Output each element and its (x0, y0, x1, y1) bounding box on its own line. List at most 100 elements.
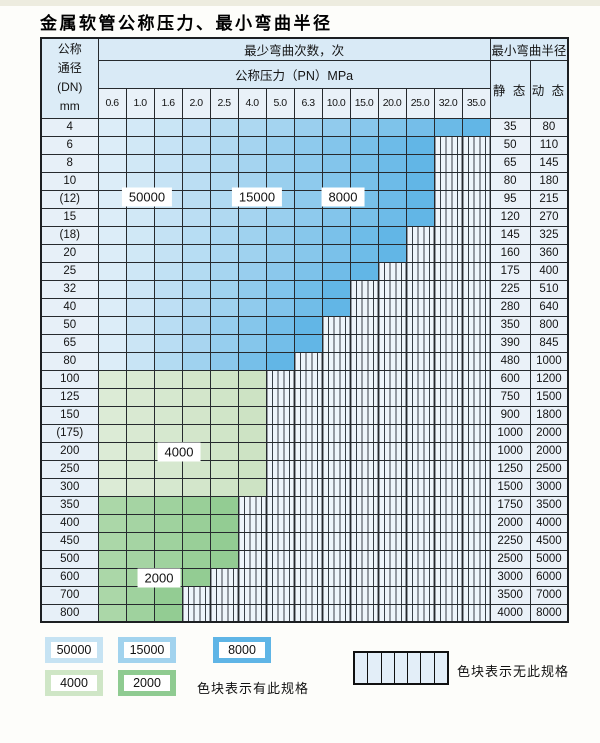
spec-cell (265, 297, 295, 317)
spec-cell (153, 315, 183, 335)
table-row: 20 160 360 (40, 243, 569, 263)
dynamic-radius-cell: 2500 (529, 459, 569, 479)
no-spec-cell (265, 549, 295, 569)
pressure-value: 25.0 (405, 87, 435, 119)
no-spec-cell (377, 549, 407, 569)
no-spec-cell (377, 513, 407, 533)
no-spec-cell (461, 315, 491, 335)
no-spec-cell (433, 369, 463, 389)
no-spec-cell (349, 315, 379, 335)
spec-cell (125, 495, 155, 515)
spec-cell (237, 405, 267, 425)
spec-cell (153, 585, 183, 605)
static-radius-cell: 145 (489, 225, 531, 245)
no-spec-cell (293, 603, 323, 623)
no-spec-cell (349, 495, 379, 515)
spec-cell (97, 297, 127, 317)
dn-cell: 600 (40, 567, 99, 587)
spec-cell (377, 207, 407, 227)
no-spec-cell (321, 405, 351, 425)
spec-cell (209, 243, 239, 263)
spec-cell (181, 351, 211, 371)
spec-cell (125, 297, 155, 317)
spec-cell (125, 405, 155, 425)
spec-cell (97, 315, 127, 335)
spec-cell (125, 549, 155, 569)
dynamic-radius-cell: 3000 (529, 477, 569, 497)
no-spec-cell (209, 585, 239, 605)
spec-cell (237, 261, 267, 281)
spec-cell (293, 189, 323, 209)
spec-cell (209, 531, 239, 551)
spec-cell (349, 117, 379, 137)
spec-cell (237, 369, 267, 389)
spec-cell (405, 171, 435, 191)
table-row: (175) 1000 2000 (40, 423, 569, 443)
table-row: 6 50 110 (40, 135, 569, 155)
spec-cell (97, 153, 127, 173)
no-spec-cell (265, 585, 295, 605)
spec-cell (461, 117, 491, 137)
spec-cell (125, 207, 155, 227)
no-spec-cell (321, 315, 351, 335)
spec-cell (125, 369, 155, 389)
spec-cell (153, 603, 183, 623)
no-spec-cell (433, 225, 463, 245)
pressure-value: 5.0 (265, 87, 295, 119)
spec-cell (293, 279, 323, 299)
spec-cell (181, 315, 211, 335)
dn-header-line: 公称 (57, 42, 82, 57)
no-spec-cell (377, 315, 407, 335)
no-spec-cell (265, 459, 295, 479)
dn-cell: 25 (40, 261, 99, 281)
table-row: (18) 145 325 (40, 225, 569, 245)
spec-cell (377, 243, 407, 263)
no-spec-cell (433, 189, 463, 209)
spec-cell (209, 225, 239, 245)
static-radius-cell: 95 (489, 189, 531, 209)
no-spec-cell (461, 513, 491, 533)
static-radius-cell: 225 (489, 279, 531, 299)
no-spec-cell (265, 387, 295, 407)
no-spec-cell (461, 549, 491, 569)
cycle-count-label: 4000 (157, 442, 201, 462)
dn-cell: 300 (40, 477, 99, 497)
no-spec-cell (293, 459, 323, 479)
legend-swatch: 2000 (118, 670, 176, 696)
spec-cell (293, 171, 323, 191)
spec-cell (97, 423, 127, 443)
no-spec-cell (405, 477, 435, 497)
no-spec-cell (405, 225, 435, 245)
spec-cell (293, 153, 323, 173)
spec-cell (321, 279, 351, 299)
dn-cell: 15 (40, 207, 99, 227)
no-spec-cell (209, 567, 239, 587)
dn-cell: 50 (40, 315, 99, 335)
spec-cell (125, 585, 155, 605)
table-row: 200 1000 2000 (40, 441, 569, 461)
dynamic-radius-cell: 3500 (529, 495, 569, 515)
spec-cell (265, 243, 295, 263)
spec-cell (209, 513, 239, 533)
spec-cell (181, 135, 211, 155)
spec-cell (97, 333, 127, 353)
spec-cell (349, 261, 379, 281)
spec-cell (125, 531, 155, 551)
no-spec-cell (377, 297, 407, 317)
spec-cell (209, 297, 239, 317)
spec-cell (97, 135, 127, 155)
no-spec-compartment (381, 653, 395, 683)
static-radius-cell: 1500 (489, 477, 531, 497)
static-radius-cell: 35 (489, 117, 531, 137)
spec-cell (181, 117, 211, 137)
spec-cell (125, 243, 155, 263)
spec-cell (405, 117, 435, 137)
spec-cell (265, 333, 295, 353)
dynamic-radius-cell: 1800 (529, 405, 569, 425)
spec-cell (293, 243, 323, 263)
spec-cell (209, 459, 239, 479)
table-row: 125 750 1500 (40, 387, 569, 407)
pressure-value: 32.0 (433, 87, 463, 119)
static-radius-cell: 350 (489, 315, 531, 335)
no-spec-cell (321, 477, 351, 497)
